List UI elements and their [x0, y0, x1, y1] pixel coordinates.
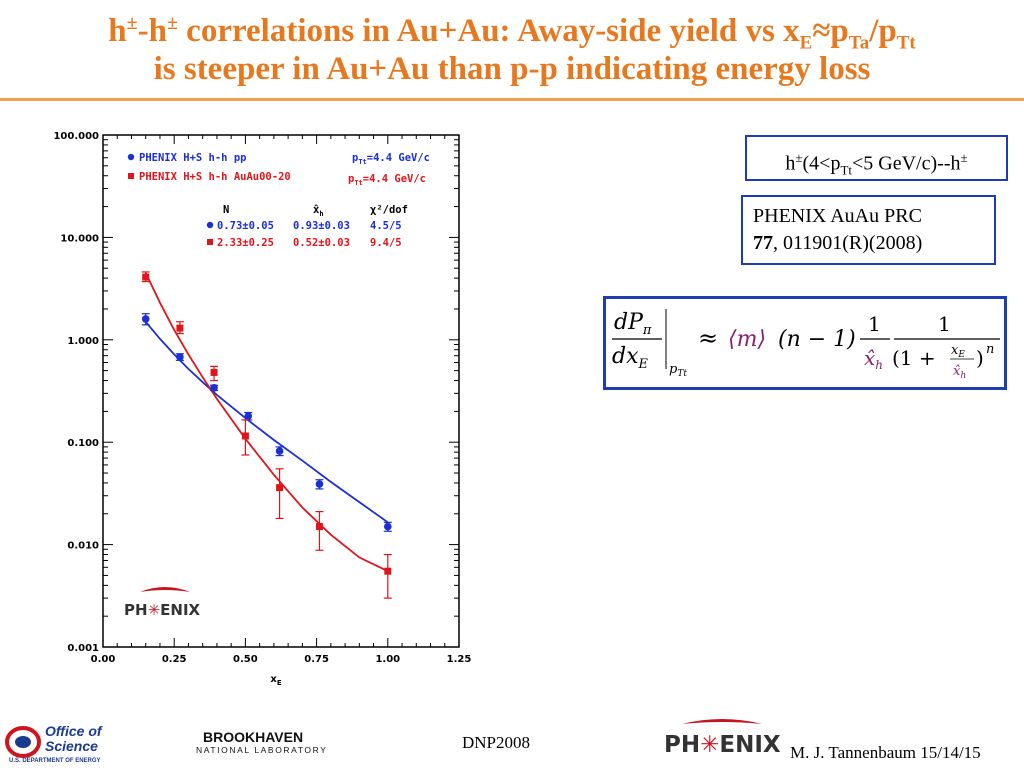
fit-chi2-auau: 9.4/5 [370, 237, 402, 249]
y-tick-label: 1.000 [67, 336, 99, 347]
yield-vs-xe-chart: 0.00 0.25 0.50 0.75 1.00 1.25 0.001 0.010 0.100 1… [53, 131, 471, 687]
svg-text:Office of: Office of [45, 723, 103, 739]
data-point-pp [384, 522, 392, 531]
formula-one-a: 1 [868, 312, 881, 336]
formula-xh: x̂h [864, 346, 883, 372]
formula-box: dPπ dxE pTt ≈ ⟨m⟩ (n − 1) 1 x̂h 1 (1 + x… [603, 296, 1007, 390]
formula: dPπ dxE pTt ≈ ⟨m⟩ (n − 1) 1 x̂h 1 (1 + x… [612, 309, 1000, 381]
title-line-1: h±-h± correlations in Au+Au: Away-side y… [108, 12, 916, 54]
formula-power: n [986, 342, 994, 357]
brookhaven-logo: BROOKHAVEN NATIONAL LABORATORY [196, 729, 327, 755]
fit-curve-pp [145, 321, 389, 524]
data-point-pp [210, 383, 218, 392]
fit-n-auau: 2.33±0.25 [217, 237, 274, 249]
data-point-pp [141, 315, 150, 323]
legend-marker-pp [127, 153, 135, 161]
data-point-auau [241, 432, 249, 440]
conference-label: DNP2008 [462, 733, 531, 752]
formula-lhs-numerator: dPπ [614, 310, 652, 338]
formula-approx: ≈ [698, 324, 718, 352]
x-tick-label: 1.00 [375, 654, 400, 665]
svg-text:PH✳ENIX: PH✳ENIX [124, 601, 201, 619]
svg-text:Science: Science [45, 738, 98, 754]
formula-eval-subscript: pTt [669, 362, 687, 379]
fit-xh-pp: 0.93±0.03 [293, 220, 350, 232]
reference-box: PHENIX AuAu PRC 77, 011901(R)(2008) [741, 195, 996, 265]
data-point-pp [176, 353, 184, 361]
legend: PHENIX H+S h-h pp pTt=4.4 GeV/c PHENIX H… [127, 152, 430, 187]
legend-label-auau: PHENIX H+S h-h AuAu00-20 [139, 171, 291, 183]
formula-denominator: (1 + [892, 346, 936, 370]
slide-title: h±-h± correlations in Au+Au: Away-side y… [0, 4, 1024, 88]
reference-line-1: PHENIX AuAu PRC [753, 205, 922, 227]
svg-text:NATIONAL LABORATORY: NATIONAL LABORATORY [196, 745, 327, 755]
y-tick-label: 0.001 [67, 643, 99, 654]
plot-phenix-logo: PH✳ENIX [124, 587, 201, 619]
legend-ptt-pp: pTt=4.4 GeV/c [352, 152, 430, 166]
data-point-auau [142, 273, 150, 281]
title-line-2: is steeper in Au+Au than p-p indicating … [153, 51, 871, 87]
svg-text:PH✳ENIX: PH✳ENIX [664, 732, 781, 758]
x-tick-label: 0.25 [162, 654, 187, 665]
office-of-science-logo: Office of Science U.S. DEPARTMENT OF ENE… [5, 723, 103, 764]
data-points [141, 271, 392, 599]
formula-lhs-denominator: dxE [612, 344, 649, 372]
title-divider [0, 98, 1024, 101]
legend-ptt-auau: pTt=4.4 GeV/c [348, 173, 426, 187]
fit-header-xh: x̂h [313, 204, 324, 218]
fit-row-marker-pp [206, 221, 214, 229]
y-tick-label: 10.000 [60, 233, 99, 244]
data-point-auau [315, 523, 323, 531]
legend-marker-auau [128, 173, 134, 179]
fit-curves [144, 272, 389, 573]
x-axis-label: xE [270, 674, 281, 687]
data-point-auau [210, 368, 218, 376]
data-point-pp [244, 412, 253, 420]
x-tick-label: 0.75 [304, 654, 329, 665]
legend-label-pp: PHENIX H+S h-h pp [139, 152, 246, 164]
y-tick-label: 0.010 [67, 541, 99, 552]
fit-curve-auau [144, 272, 389, 573]
y-tick-label: 100.000 [53, 131, 99, 142]
y-tick-label: 0.100 [67, 438, 99, 449]
fit-xh-auau: 0.52±0.03 [293, 237, 350, 249]
axis-ticks: 0.00 0.25 0.50 0.75 1.00 1.25 0.001 0.010 0.100 1… [53, 131, 471, 665]
x-tick-label: 0.00 [91, 654, 116, 665]
formula-xe: xE [951, 343, 965, 360]
reference-line-2: 77, 011901(R)(2008) [753, 232, 923, 254]
formula-n-term: (n − 1) [778, 327, 856, 352]
fit-chi2-pp: 4.5/5 [370, 220, 402, 232]
data-point-auau [276, 484, 284, 492]
fit-n-pp: 0.73±0.05 [217, 220, 274, 232]
formula-one-b: 1 [938, 312, 951, 336]
fit-header-n: N [223, 204, 229, 216]
data-point-pp [275, 447, 284, 455]
formula-close: ) [976, 346, 984, 370]
data-point-auau [384, 567, 392, 575]
plot-frame [102, 134, 460, 648]
fit-row-marker-auau [207, 239, 213, 245]
x-tick-label: 1.25 [447, 654, 472, 665]
trigger-condition-box: h±(4<pTt<5 GeV/c)--h± [745, 135, 1008, 181]
data-point-pp [315, 480, 324, 488]
fit-table: N x̂h χ²/dof 0.73±0.05 0.93±0.03 4.5/5 2… [206, 204, 408, 249]
formula-mean-m: ⟨m⟩ [728, 327, 766, 352]
data-point-auau [176, 324, 184, 332]
x-tick-label: 0.50 [233, 654, 258, 665]
fit-header-chi2: χ²/dof [370, 204, 408, 216]
formula-xh-small: x̂h [953, 364, 966, 381]
author-credit: M. J. Tannenbaum 15/14/15 [790, 743, 981, 762]
svg-text:BROOKHAVEN: BROOKHAVEN [203, 729, 303, 745]
svg-text:U.S. DEPARTMENT OF ENERGY: U.S. DEPARTMENT OF ENERGY [9, 758, 101, 764]
phenix-logo: PH✳ENIX [664, 719, 781, 758]
